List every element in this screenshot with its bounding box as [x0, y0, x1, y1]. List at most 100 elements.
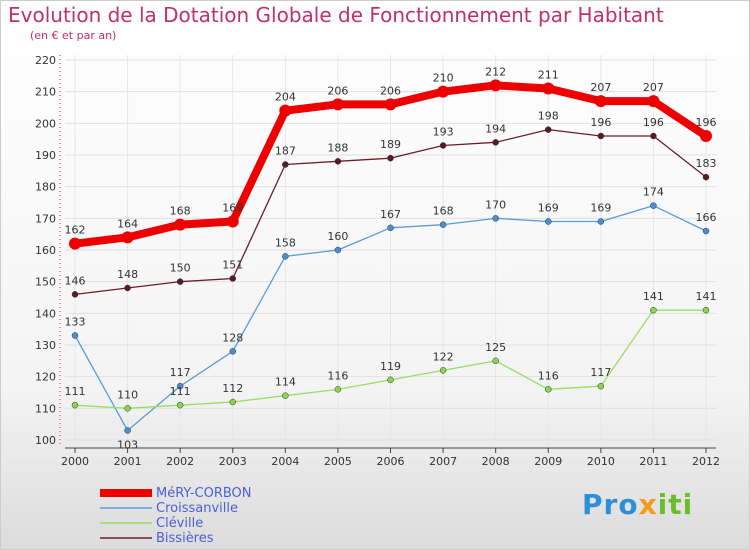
data-point	[124, 427, 131, 434]
y-tick-label: 130	[35, 339, 56, 352]
data-point	[492, 215, 499, 222]
data-label: 158	[275, 236, 296, 249]
data-point	[387, 376, 394, 384]
data-point	[282, 392, 289, 399]
data-point	[439, 142, 447, 149]
data-label: 210	[433, 72, 454, 85]
data-label: 207	[590, 81, 611, 94]
data-label: 141	[696, 290, 717, 303]
data-label: 169	[222, 202, 243, 215]
data-label: 211	[538, 69, 559, 82]
data-point	[279, 104, 292, 117]
data-point	[542, 82, 555, 95]
data-label: 151	[222, 259, 243, 272]
data-point	[71, 401, 79, 409]
x-tick-label: 2012	[692, 455, 720, 468]
grid-layer	[65, 55, 716, 445]
x-tick-label: 2011	[639, 455, 667, 468]
data-point	[229, 398, 236, 406]
axis-layer: 100 110 120 130 140 150 160 170 180 190 200 210 220 2…	[35, 54, 720, 468]
data-point	[545, 218, 552, 225]
data-point	[439, 367, 447, 374]
data-point	[71, 291, 79, 298]
data-label: 160	[327, 230, 348, 243]
data-label: 206	[327, 84, 348, 97]
data-label: 162	[65, 224, 86, 237]
data-point	[384, 98, 397, 111]
data-label: 198	[538, 110, 559, 123]
proxiti-logo: Proxiti	[582, 488, 694, 521]
data-point	[387, 154, 394, 162]
x-tick-label: 2005	[324, 455, 352, 468]
x-tick-label: 2009	[534, 455, 562, 468]
data-label: 112	[222, 382, 243, 395]
data-label: 196	[696, 116, 717, 129]
y-tick-label: 220	[35, 54, 56, 67]
data-point	[387, 224, 394, 232]
legend: MéRY-CORBON Croissanville Cléville Bissi…	[100, 486, 252, 546]
data-label: 150	[170, 262, 191, 275]
data-point	[229, 275, 236, 282]
data-label: 117	[170, 366, 191, 379]
data-label: 119	[380, 360, 401, 373]
data-label: 189	[380, 138, 401, 151]
data-point	[597, 218, 605, 225]
data-point	[124, 284, 131, 292]
data-label: 141	[643, 290, 664, 303]
y-tick-label: 190	[35, 149, 56, 162]
x-tick-label: 2002	[166, 455, 194, 468]
data-label: 103	[117, 439, 138, 452]
y-tick-label: 150	[35, 276, 56, 289]
data-point	[176, 278, 184, 285]
data-label: 183	[696, 157, 717, 170]
data-point	[71, 332, 79, 339]
series-layer	[69, 79, 712, 434]
y-tick-label: 170	[35, 212, 56, 225]
legend-item: Croissanville	[100, 501, 252, 516]
data-point	[121, 231, 134, 244]
chart-subtitle: (en € et par an)	[30, 29, 117, 42]
data-point	[124, 405, 131, 412]
data-label: 111	[65, 385, 86, 398]
x-tick-label: 2008	[482, 455, 510, 468]
data-label: 111	[170, 385, 191, 398]
data-label: 146	[65, 274, 86, 287]
data-label: 148	[117, 268, 138, 281]
data-point	[650, 202, 657, 209]
data-point	[69, 237, 81, 250]
y-tick-label: 100	[35, 434, 56, 447]
data-point	[545, 126, 552, 133]
data-point	[174, 218, 187, 231]
y-tick-label: 120	[35, 371, 56, 384]
data-point	[700, 130, 712, 142]
y-tick-label: 110	[35, 402, 56, 415]
x-tick-label: 2004	[271, 455, 299, 468]
data-label: 196	[590, 116, 611, 129]
data-point	[489, 79, 502, 92]
data-point	[334, 158, 342, 165]
data-point	[176, 382, 184, 390]
data-point	[702, 227, 710, 235]
data-point	[229, 348, 236, 355]
data-label: 206	[380, 84, 401, 97]
data-point	[597, 132, 605, 140]
data-label: 114	[275, 376, 296, 389]
data-label: 193	[433, 126, 454, 139]
data-label: 164	[117, 217, 138, 230]
data-label: 128	[222, 331, 243, 344]
y-tick-label: 140	[35, 307, 56, 320]
legend-item: MéRY-CORBON	[100, 486, 252, 501]
data-label: 169	[590, 202, 611, 215]
data-point	[492, 139, 499, 146]
legend-label-croissanville: Croissanville	[156, 501, 238, 516]
data-label: 116	[327, 369, 348, 382]
data-label: 188	[327, 141, 348, 154]
x-tick-label: 2010	[587, 455, 615, 468]
data-point	[702, 173, 710, 181]
legend-item: Cléville	[100, 516, 252, 531]
data-point	[226, 215, 239, 228]
data-label: 169	[538, 202, 559, 215]
legend-label-cleville: Cléville	[156, 516, 204, 531]
data-point	[331, 98, 344, 111]
data-point	[282, 161, 289, 168]
